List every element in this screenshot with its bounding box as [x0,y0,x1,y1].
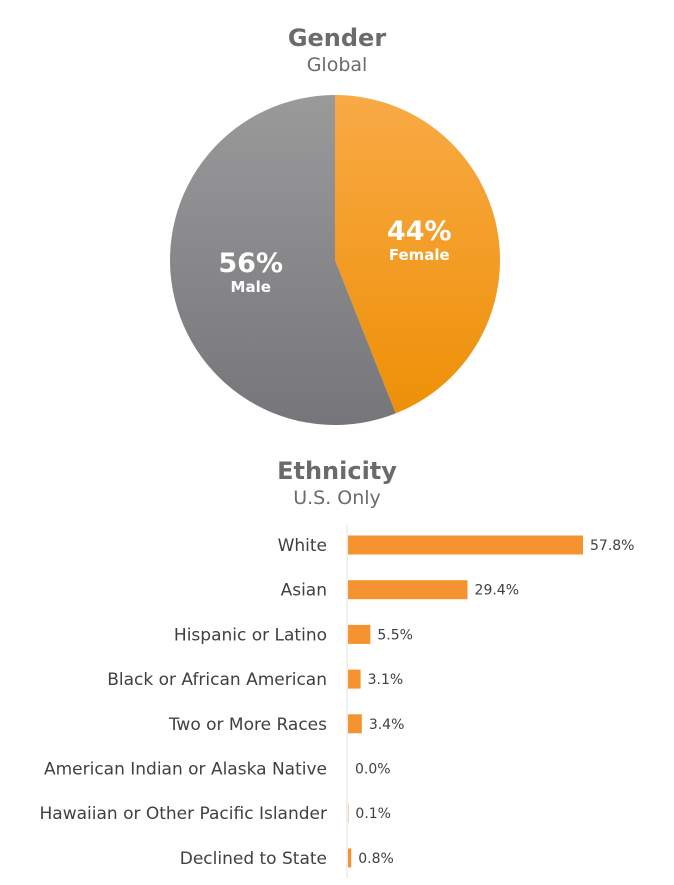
pie-slice-male [170,94,396,425]
bar-category-label: Asian [281,581,327,601]
bar-two-or-more-races [348,714,362,734]
bar-category-label: Hispanic or Latino [174,625,327,645]
bar-category-label: American Indian or Alaska Native [44,760,327,780]
bar-hispanic-or-latino [348,624,371,644]
bar-value-label: 0.0% [355,762,391,778]
bar-white [348,535,583,555]
pie-slice-female [335,95,500,414]
bar-category-label: Declined to State [180,849,327,869]
bar-black-or-african-american [348,669,361,689]
bar-value-label: 3.1% [368,672,404,688]
pie-value-label-male: 56% [218,248,283,279]
gender-pie-chart: 44%Female 56%Male [170,94,500,425]
ethnicity-chart-subtitle: U.S. Only [293,487,381,509]
bar-category-label: White [278,536,327,556]
bar-category-label: Two or More Races [168,715,327,735]
bar-category-label: Black or African American [107,670,327,690]
bar-value-label: 57.8% [590,538,634,554]
bar-category-label: Hawaiian or Other Pacific Islander [40,804,328,824]
pie-category-label-male: Male [231,278,271,296]
gender-chart-title: Gender [287,24,387,52]
bar-value-label: 0.1% [355,806,391,822]
bar-asian [348,580,468,600]
bar-value-label: 29.4% [475,583,519,599]
bar-value-label: 5.5% [377,627,413,643]
bar-declined-to-state [348,848,352,868]
bar-value-label: 0.8% [358,851,394,867]
gender-chart-subtitle: Global [306,54,368,76]
ethnicity-chart-title: Ethnicity [277,457,397,485]
pie-value-label-female: 44% [387,216,452,247]
pie-category-label-female: Female [389,246,450,264]
bar-value-label: 3.4% [369,717,405,733]
